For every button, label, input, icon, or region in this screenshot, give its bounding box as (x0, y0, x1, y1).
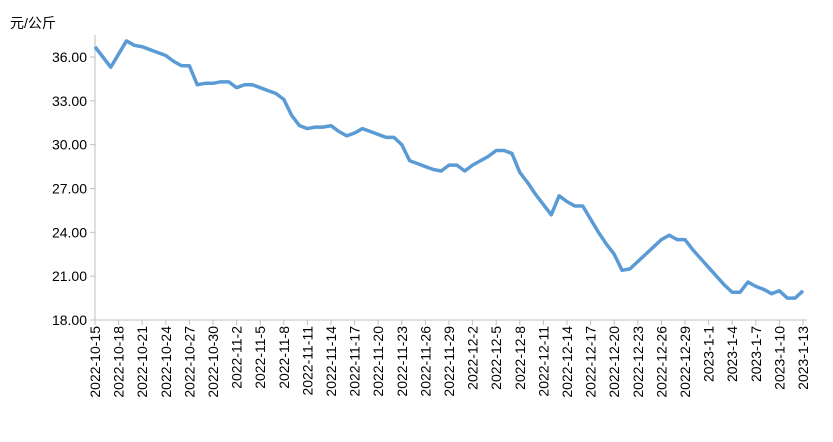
x-tick-label: 2023-1-13 (795, 326, 811, 390)
x-tick-label: 2022-11-17 (347, 326, 363, 397)
x-tick-label: 2023-1-4 (724, 326, 740, 382)
x-tick-label: 2022-10-15 (87, 326, 103, 398)
x-tick-label: 2022-11-11 (299, 326, 315, 396)
y-tick-label: 33.00 (52, 93, 87, 109)
x-tick-label: 2022-11-26 (417, 326, 433, 397)
x-tick-label: 2022-12-26 (653, 326, 669, 398)
x-tick-label: 2022-12-5 (488, 326, 504, 390)
x-tick-label: 2022-12-29 (677, 326, 693, 398)
x-tick-label: 2022-12-17 (583, 326, 599, 398)
x-tick-label: 2022-12-8 (512, 326, 528, 390)
x-tick-label: 2022-11-29 (441, 326, 457, 397)
x-tick-label: 2022-12-11 (535, 326, 551, 397)
x-tick-label: 2022-10-30 (205, 326, 221, 398)
y-tick-label: 36.00 (52, 49, 87, 65)
x-tick-label: 2022-11-5 (252, 326, 268, 389)
x-tick-label: 2023-1-7 (748, 326, 764, 382)
y-axis-label: 元/公斤 (10, 15, 56, 31)
x-tick-label: 2022-11-20 (370, 326, 386, 397)
x-tick-label: 2023-1-1 (701, 326, 717, 382)
line-series (93, 39, 805, 300)
x-tick-label: 2022-10-24 (158, 326, 174, 398)
x-tick-label: 2022-12-14 (559, 326, 575, 398)
x-tick-label: 2022-11-23 (394, 326, 410, 397)
y-tick-label: 24.00 (52, 224, 87, 240)
x-tick-label: 2022-11-8 (276, 326, 292, 389)
y-tick-label: 30.00 (52, 137, 87, 153)
y-tick-label: 21.00 (52, 268, 87, 284)
x-tick-label: 2022-10-21 (134, 326, 150, 398)
x-tick-label: 2023-1-10 (771, 326, 787, 390)
x-tick-label: 2022-11-14 (323, 326, 339, 397)
x-tick-label: 2022-11-2 (229, 326, 245, 389)
x-tick-label: 2022-12-20 (606, 326, 622, 398)
x-tick-label: 2022-12-23 (630, 326, 646, 398)
y-tick-label: 18.00 (52, 312, 87, 328)
x-tick-label: 2022-10-27 (181, 326, 197, 398)
y-tick-label: 27.00 (52, 181, 87, 197)
x-tick-label: 2022-10-18 (111, 326, 127, 398)
x-tick-label: 2022-12-2 (465, 326, 481, 390)
